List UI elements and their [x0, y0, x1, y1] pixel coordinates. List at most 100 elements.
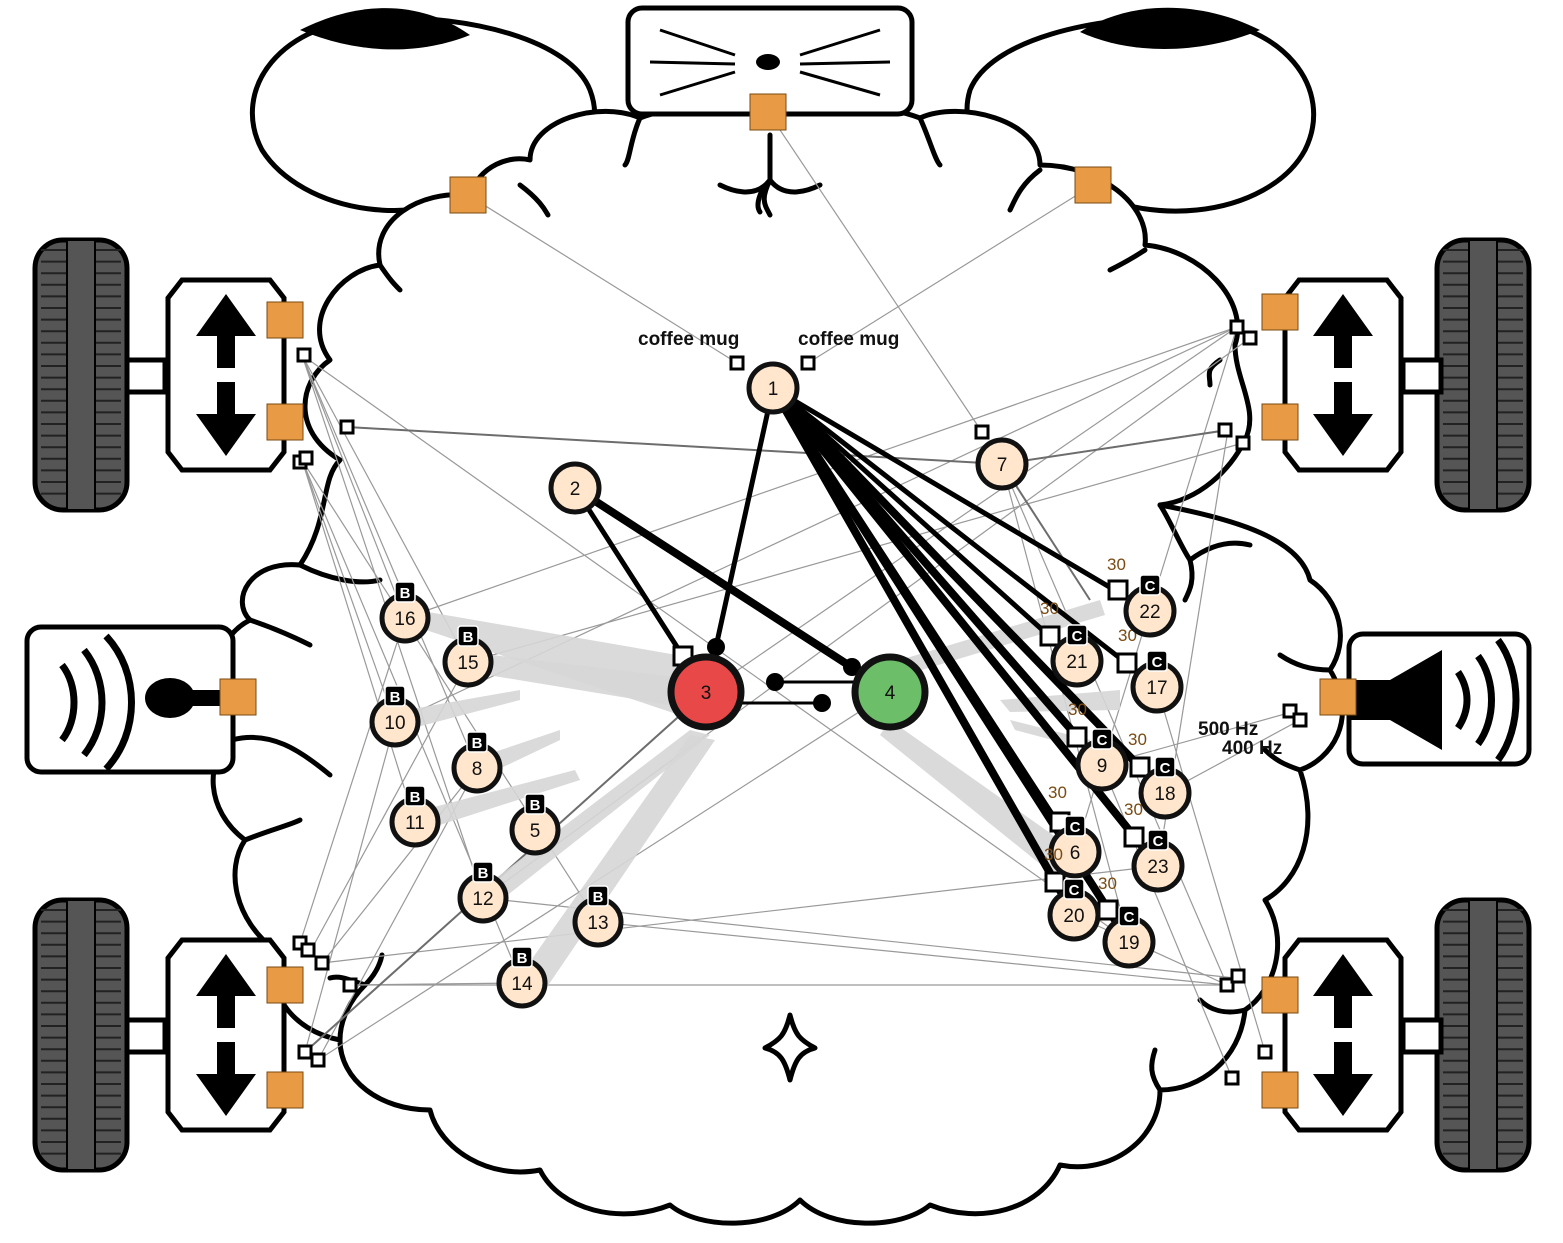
- neuron-tag-label: B: [593, 889, 604, 906]
- terminal-square: [1219, 977, 1235, 993]
- neuron-8[interactable]: 8B: [451, 731, 503, 794]
- tire-icon: [32, 237, 130, 513]
- neuron-14[interactable]: 14 B: [496, 946, 548, 1009]
- neuron-18[interactable]: 18 C: [1138, 756, 1192, 820]
- weight-label: 30: [1098, 874, 1117, 893]
- terminal-square: [1229, 319, 1245, 335]
- neuron-tag-label: B: [410, 789, 421, 806]
- motor-front-left: [32, 237, 287, 513]
- neuron-17[interactable]: 17 C: [1130, 650, 1184, 714]
- neuron-6[interactable]: 6C: [1048, 815, 1102, 879]
- neuron-16[interactable]: 16 B: [379, 581, 431, 644]
- neuron-23[interactable]: 23 C: [1131, 829, 1185, 893]
- neuron-13[interactable]: 13 B: [572, 885, 624, 948]
- weight-label: 30: [1048, 783, 1067, 802]
- thin-wire: [299, 617, 406, 944]
- neuron-label: 7: [997, 455, 1008, 476]
- thick-wire-1-22: [770, 385, 1153, 614]
- terminal-square: [1257, 1044, 1273, 1060]
- terminal-square: [1235, 435, 1251, 451]
- terminal-square: [1044, 871, 1066, 893]
- speaker-device: [1346, 631, 1532, 767]
- thin-wire: [1156, 686, 1266, 1053]
- neuron-9[interactable]: 9C: [1075, 728, 1129, 792]
- terminal-square: [1116, 652, 1138, 674]
- neuron-label: 18: [1154, 784, 1175, 805]
- thin-wire: [301, 354, 469, 663]
- neuron-15[interactable]: 15 B: [442, 625, 494, 688]
- neuron-tag-label: B: [390, 689, 401, 706]
- thin-wire: [807, 184, 1094, 364]
- motor-rr-port-up: [1261, 976, 1299, 1014]
- neuron-tag: C: [1154, 756, 1176, 778]
- neuron-7[interactable]: 7: [975, 437, 1029, 491]
- neuron-tag-label: C: [1070, 819, 1081, 836]
- terminal-square: [298, 450, 314, 466]
- fan-wedge: [468, 652, 700, 710]
- neuron-tag: C: [1147, 829, 1169, 851]
- neuron-tag-label: C: [1160, 760, 1171, 777]
- neuron-12[interactable]: 12 B: [457, 861, 509, 924]
- medium-wire: [1001, 463, 1091, 601]
- neuron-5[interactable]: 5B: [509, 793, 561, 856]
- neuron-tag: B: [511, 946, 533, 968]
- terminal-square: [1217, 422, 1233, 438]
- motor-fr-port-up: [1261, 293, 1299, 331]
- neuron-tag: B: [384, 685, 406, 707]
- tire-icon: [1434, 237, 1532, 513]
- neuron-19[interactable]: 19 C: [1102, 905, 1156, 969]
- neuron-body: [667, 653, 745, 731]
- thick-wire-2-4: [571, 484, 894, 696]
- neuron-label: 22: [1139, 602, 1160, 623]
- motor-up-down-icon: [1282, 277, 1404, 473]
- motor-up-down-icon: [165, 937, 287, 1133]
- vision-label-left: coffee mug: [638, 329, 739, 350]
- neuron-label: 2: [570, 479, 581, 500]
- fan-connections: [395, 600, 1120, 990]
- neuron-tag: C: [1146, 650, 1168, 672]
- neuron-tag-label: B: [400, 585, 411, 602]
- neuron-1[interactable]: 1: [746, 361, 800, 415]
- neuron-label: 9: [1097, 756, 1108, 777]
- neuron-label: 1: [768, 379, 779, 400]
- motor-rl-port-up: [266, 966, 304, 1004]
- neuron-label: 23: [1147, 857, 1168, 878]
- weight-label: 30: [1128, 730, 1147, 749]
- thin-wire: [321, 767, 478, 964]
- terminal-square: [1039, 625, 1061, 647]
- neuron-tag: B: [472, 861, 494, 883]
- motor-rl-port-down: [266, 1071, 304, 1109]
- camera-port: [749, 93, 787, 131]
- neuron-tag-label: C: [1072, 628, 1083, 645]
- microphone-port: [219, 678, 257, 716]
- neuron-tag-label: B: [530, 797, 541, 814]
- neuron-2[interactable]: 2: [548, 461, 602, 515]
- neuron-4[interactable]: 4: [851, 653, 929, 731]
- neuron-label: 10: [384, 713, 405, 734]
- microphone-device: [24, 624, 236, 775]
- neuron-body: [851, 653, 929, 731]
- neuron-tag-label: C: [1069, 882, 1080, 899]
- neuron-11[interactable]: 11 B: [389, 785, 441, 848]
- frequency-label-low: 400 Hz: [1222, 738, 1282, 759]
- speaker-port: [1319, 678, 1357, 716]
- neuron-label: 8: [472, 759, 483, 780]
- left-eye-pupil: [300, 8, 470, 50]
- neuron-22[interactable]: 22 C: [1123, 574, 1177, 638]
- neuron-tag: B: [524, 793, 546, 815]
- terminal-square: [1230, 968, 1246, 984]
- motor-front-right: [1282, 237, 1532, 513]
- synapse-dot: [813, 694, 831, 712]
- neuron-3[interactable]: 3: [667, 653, 745, 731]
- weight-label: 30: [1040, 599, 1059, 618]
- terminal-square: [314, 955, 330, 971]
- fan-wedge: [415, 770, 580, 832]
- thin-wire: [301, 354, 406, 619]
- neuron-tag: C: [1066, 624, 1088, 646]
- neuron-20[interactable]: 20 C: [1047, 878, 1101, 942]
- thin-wire: [304, 721, 396, 1053]
- weight-label: 30: [1107, 555, 1126, 574]
- neuron-21[interactable]: 21 C: [1050, 624, 1104, 688]
- neuron-10[interactable]: 10 B: [369, 685, 421, 748]
- motor-fl-port-down: [266, 403, 304, 441]
